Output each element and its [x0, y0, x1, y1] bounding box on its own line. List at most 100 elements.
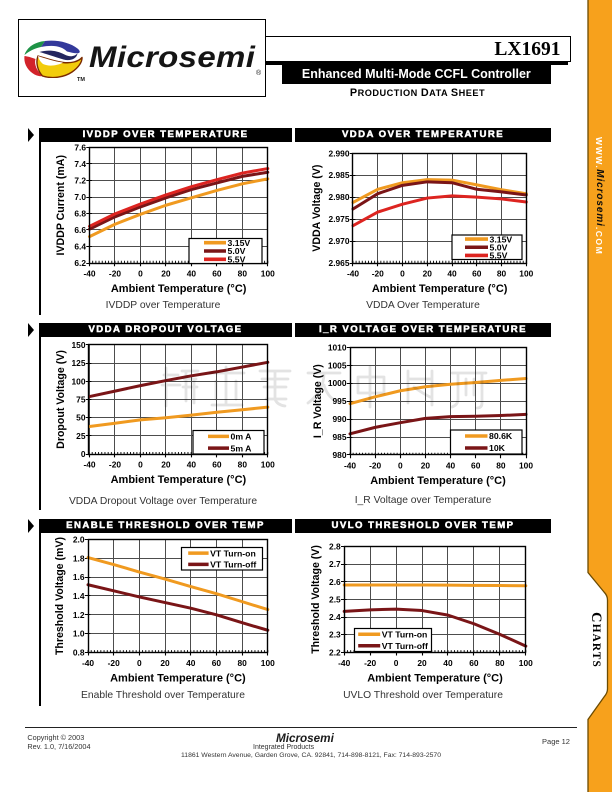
svg-text:0: 0 [138, 269, 143, 279]
svg-text:-40: -40 [83, 460, 95, 470]
svg-text:7.2: 7.2 [74, 176, 86, 186]
svg-text:985: 985 [333, 432, 347, 442]
svg-text:60: 60 [471, 461, 481, 471]
svg-text:75: 75 [76, 395, 86, 405]
svg-text:2.2: 2.2 [329, 647, 341, 657]
svg-text:Ambient Temperature (°C): Ambient Temperature (°C) [111, 283, 247, 295]
svg-text:-40: -40 [83, 269, 95, 279]
svg-text:-40: -40 [344, 461, 356, 471]
svg-text:100: 100 [72, 376, 86, 386]
svg-text:Ambient Temperature (°C): Ambient Temperature (°C) [372, 283, 508, 295]
svg-text:100: 100 [519, 658, 533, 668]
svg-text:80: 80 [495, 658, 505, 668]
svg-text:-20: -20 [109, 460, 121, 470]
svg-text:0: 0 [394, 658, 399, 668]
svg-text:2.990: 2.990 [329, 148, 350, 158]
svg-text:2.4: 2.4 [329, 612, 341, 622]
svg-text:-20: -20 [108, 658, 120, 668]
svg-text:VT Turn-off: VT Turn-off [210, 560, 256, 570]
svg-text:Ambient Temperature (°C): Ambient Temperature (°C) [110, 672, 246, 684]
svg-text:2.0: 2.0 [73, 535, 85, 545]
svg-text:-20: -20 [109, 269, 121, 279]
svg-text:0: 0 [81, 449, 86, 459]
svg-text:20: 20 [421, 461, 431, 471]
svg-text:60: 60 [212, 269, 222, 279]
svg-text:100: 100 [519, 269, 533, 279]
svg-text:2.3: 2.3 [329, 630, 341, 640]
svg-text:1.4: 1.4 [73, 591, 85, 601]
svg-text:Threshold Voltage (mV): Threshold Voltage (mV) [54, 537, 66, 655]
svg-text:1.2: 1.2 [73, 610, 85, 620]
svg-text:40: 40 [446, 461, 456, 471]
svg-text:25: 25 [76, 431, 86, 441]
svg-text:80: 80 [238, 460, 248, 470]
svg-text:60: 60 [469, 658, 479, 668]
svg-text:60: 60 [212, 658, 222, 668]
svg-text:6.6: 6.6 [74, 225, 86, 235]
svg-text:VT Turn-on: VT Turn-on [382, 629, 428, 639]
svg-text:80.6K: 80.6K [489, 431, 513, 441]
svg-text:5.0V: 5.0V [228, 246, 246, 256]
svg-text:-40: -40 [338, 658, 350, 668]
svg-text:2.970: 2.970 [329, 236, 350, 246]
svg-text:80: 80 [238, 269, 248, 279]
svg-text:7.6: 7.6 [74, 143, 86, 153]
svg-text:0: 0 [400, 269, 405, 279]
svg-text:Ambient Temperature (°C): Ambient Temperature (°C) [370, 475, 506, 487]
svg-text:40: 40 [187, 269, 197, 279]
svg-text:20: 20 [160, 658, 170, 668]
svg-text:80: 80 [496, 461, 506, 471]
svg-text:3.15V: 3.15V [228, 238, 251, 248]
svg-text:40: 40 [447, 269, 457, 279]
svg-text:3.15V: 3.15V [490, 234, 513, 244]
svg-text:5.5V: 5.5V [490, 251, 508, 261]
svg-text:990: 990 [333, 414, 347, 424]
svg-text:-20: -20 [372, 269, 384, 279]
svg-text:I_R Voltage (V): I_R Voltage (V) [312, 364, 324, 438]
svg-text:-40: -40 [82, 658, 94, 668]
svg-text:40: 40 [187, 460, 197, 470]
svg-text:100: 100 [261, 269, 275, 279]
svg-text:7.0: 7.0 [74, 192, 86, 202]
svg-text:Threshold Voltage (V): Threshold Voltage (V) [310, 545, 322, 654]
svg-text:2.985: 2.985 [329, 170, 350, 180]
svg-text:5.0V: 5.0V [490, 242, 508, 252]
svg-text:80: 80 [497, 269, 507, 279]
svg-text:-40: -40 [347, 269, 359, 279]
svg-text:980: 980 [333, 450, 347, 460]
svg-text:50: 50 [76, 413, 86, 423]
svg-text:2.7: 2.7 [329, 559, 341, 569]
svg-text:1005: 1005 [328, 360, 347, 370]
svg-text:0.8: 0.8 [73, 647, 85, 657]
svg-text:150: 150 [72, 340, 86, 350]
svg-text:VT Turn-on: VT Turn-on [210, 548, 256, 558]
svg-text:60: 60 [472, 269, 482, 279]
svg-text:100: 100 [261, 658, 275, 668]
svg-text:1000: 1000 [328, 378, 347, 388]
svg-text:Ambient Temperature (°C): Ambient Temperature (°C) [111, 474, 247, 486]
svg-text:2.6: 2.6 [329, 577, 341, 587]
svg-text:5m A: 5m A [231, 443, 253, 453]
svg-text:-20: -20 [364, 658, 376, 668]
svg-text:1.8: 1.8 [73, 553, 85, 563]
svg-text:0m A: 0m A [231, 432, 253, 442]
svg-text:Ambient Temperature (°C): Ambient Temperature (°C) [367, 672, 503, 684]
svg-text:0: 0 [398, 461, 403, 471]
svg-text:1.6: 1.6 [73, 572, 85, 582]
svg-text:6.8: 6.8 [74, 209, 86, 219]
svg-text:-20: -20 [369, 461, 381, 471]
svg-text:2.5: 2.5 [329, 594, 341, 604]
svg-text:0: 0 [137, 658, 142, 668]
svg-text:10K: 10K [489, 443, 506, 453]
svg-text:2.980: 2.980 [329, 192, 350, 202]
svg-text:6.4: 6.4 [74, 242, 86, 252]
svg-text:VT Turn-off: VT Turn-off [382, 641, 428, 651]
svg-text:80: 80 [237, 658, 247, 668]
svg-text:40: 40 [443, 658, 453, 668]
svg-text:Dropout Voltage (V): Dropout Voltage (V) [55, 350, 67, 449]
svg-text:1010: 1010 [328, 342, 347, 352]
svg-text:995: 995 [333, 396, 347, 406]
svg-text:100: 100 [261, 460, 275, 470]
svg-text:20: 20 [417, 658, 427, 668]
svg-text:6.2: 6.2 [74, 258, 86, 268]
